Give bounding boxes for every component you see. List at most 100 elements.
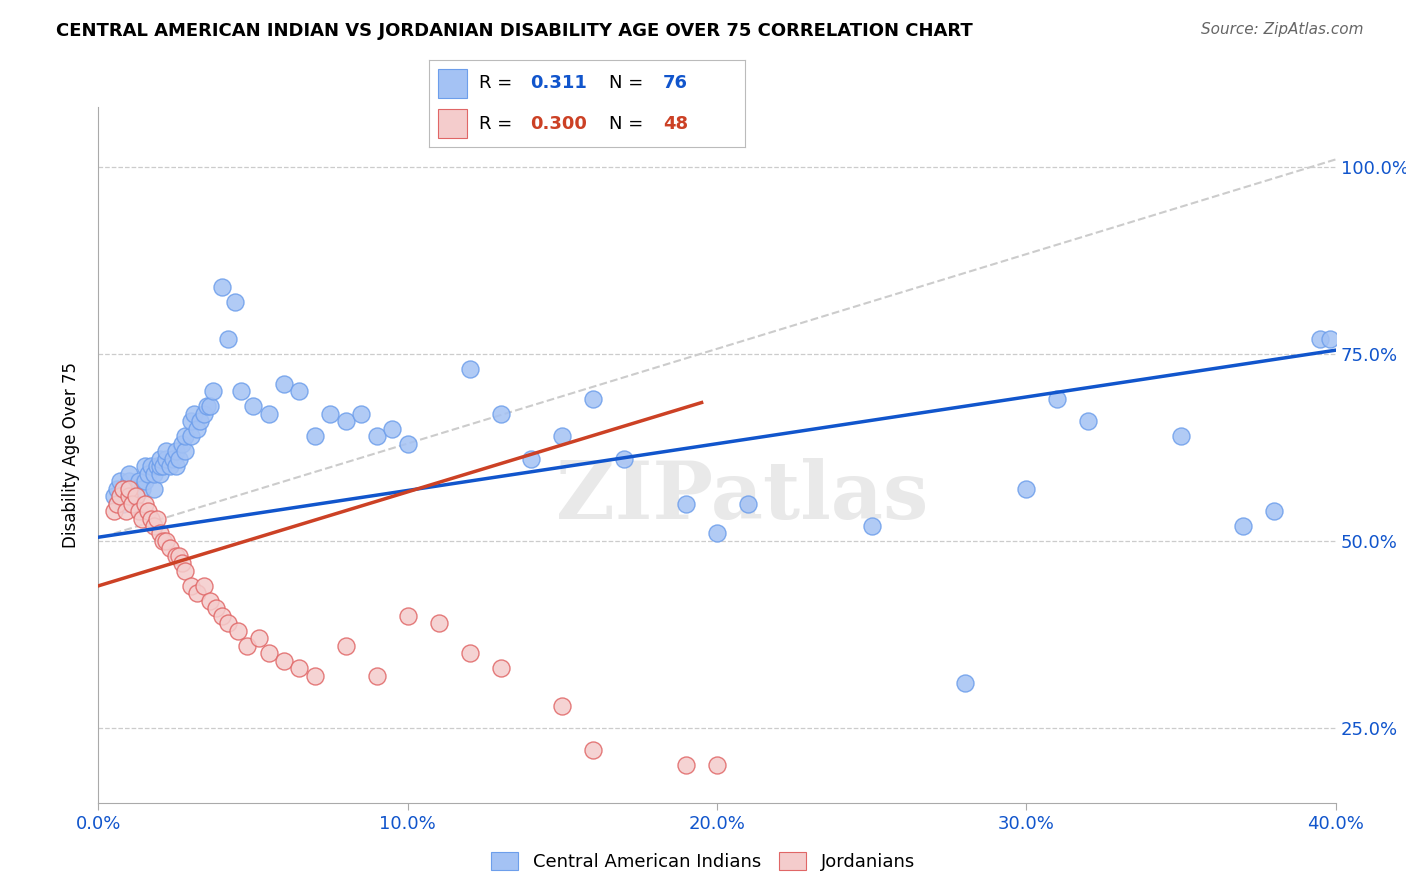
Point	[134, 497, 156, 511]
Point	[551, 429, 574, 443]
Point	[139, 511, 162, 525]
Point	[458, 362, 481, 376]
Point	[335, 414, 357, 428]
Point	[396, 436, 419, 450]
Point	[335, 639, 357, 653]
Point	[128, 504, 150, 518]
Point	[1015, 482, 1038, 496]
Text: CENTRAL AMERICAN INDIAN VS JORDANIAN DISABILITY AGE OVER 75 CORRELATION CHART: CENTRAL AMERICAN INDIAN VS JORDANIAN DIS…	[56, 22, 973, 40]
Point	[427, 616, 450, 631]
Point	[304, 668, 326, 682]
Point	[224, 294, 246, 309]
Point	[257, 407, 280, 421]
Point	[134, 459, 156, 474]
Point	[159, 541, 181, 556]
Text: R =: R =	[479, 114, 519, 133]
Point	[1170, 429, 1192, 443]
Point	[131, 482, 153, 496]
Point	[149, 459, 172, 474]
Point	[396, 608, 419, 623]
Point	[118, 482, 141, 496]
Point	[1309, 332, 1331, 346]
Point	[229, 384, 252, 399]
Point	[953, 676, 976, 690]
Point	[170, 557, 193, 571]
Point	[489, 661, 512, 675]
Point	[1046, 392, 1069, 406]
Point	[190, 414, 212, 428]
Point	[121, 497, 143, 511]
Point	[183, 407, 205, 421]
Point	[115, 489, 138, 503]
Point	[108, 474, 131, 488]
Point	[136, 504, 159, 518]
Point	[211, 608, 233, 623]
Point	[134, 474, 156, 488]
Point	[155, 451, 177, 466]
Point	[350, 407, 373, 421]
Point	[103, 489, 125, 503]
Point	[489, 407, 512, 421]
Point	[186, 586, 208, 600]
Point	[319, 407, 342, 421]
Point	[165, 444, 187, 458]
Point	[131, 511, 153, 525]
Point	[152, 459, 174, 474]
Point	[180, 429, 202, 443]
Point	[706, 758, 728, 772]
Text: 0.300: 0.300	[530, 114, 586, 133]
Point	[103, 504, 125, 518]
Point	[124, 489, 146, 503]
Point	[288, 384, 311, 399]
Point	[675, 497, 697, 511]
Point	[381, 422, 404, 436]
Point	[217, 332, 239, 346]
Point	[520, 451, 543, 466]
Text: Source: ZipAtlas.com: Source: ZipAtlas.com	[1201, 22, 1364, 37]
Point	[174, 429, 197, 443]
Point	[155, 533, 177, 548]
Point	[205, 601, 228, 615]
Point	[167, 549, 190, 563]
Point	[242, 399, 264, 413]
Point	[860, 519, 883, 533]
Y-axis label: Disability Age Over 75: Disability Age Over 75	[62, 362, 80, 548]
Point	[273, 654, 295, 668]
Point	[366, 429, 388, 443]
Point	[304, 429, 326, 443]
Text: ZIPatlas: ZIPatlas	[555, 458, 928, 536]
Point	[1319, 332, 1341, 346]
Legend: Central American Indians, Jordanians: Central American Indians, Jordanians	[484, 845, 922, 879]
Point	[458, 646, 481, 660]
Point	[211, 279, 233, 293]
Point	[146, 511, 169, 525]
Text: N =: N =	[609, 114, 650, 133]
Point	[139, 459, 162, 474]
Point	[105, 482, 128, 496]
Point	[198, 399, 221, 413]
Text: 76: 76	[664, 74, 688, 93]
Point	[159, 459, 181, 474]
Point	[165, 549, 187, 563]
Point	[170, 436, 193, 450]
Point	[551, 698, 574, 713]
Point	[128, 474, 150, 488]
Point	[155, 444, 177, 458]
Point	[288, 661, 311, 675]
Point	[1263, 504, 1285, 518]
Point	[273, 376, 295, 391]
Text: N =: N =	[609, 74, 650, 93]
Point	[149, 467, 172, 481]
Point	[143, 482, 166, 496]
Point	[582, 743, 605, 757]
Point	[226, 624, 249, 638]
Point	[737, 497, 759, 511]
Point	[108, 489, 131, 503]
Point	[165, 459, 187, 474]
Point	[143, 519, 166, 533]
Point	[118, 482, 141, 496]
Text: 0.311: 0.311	[530, 74, 586, 93]
Point	[121, 482, 143, 496]
Point	[149, 526, 172, 541]
Point	[675, 758, 697, 772]
